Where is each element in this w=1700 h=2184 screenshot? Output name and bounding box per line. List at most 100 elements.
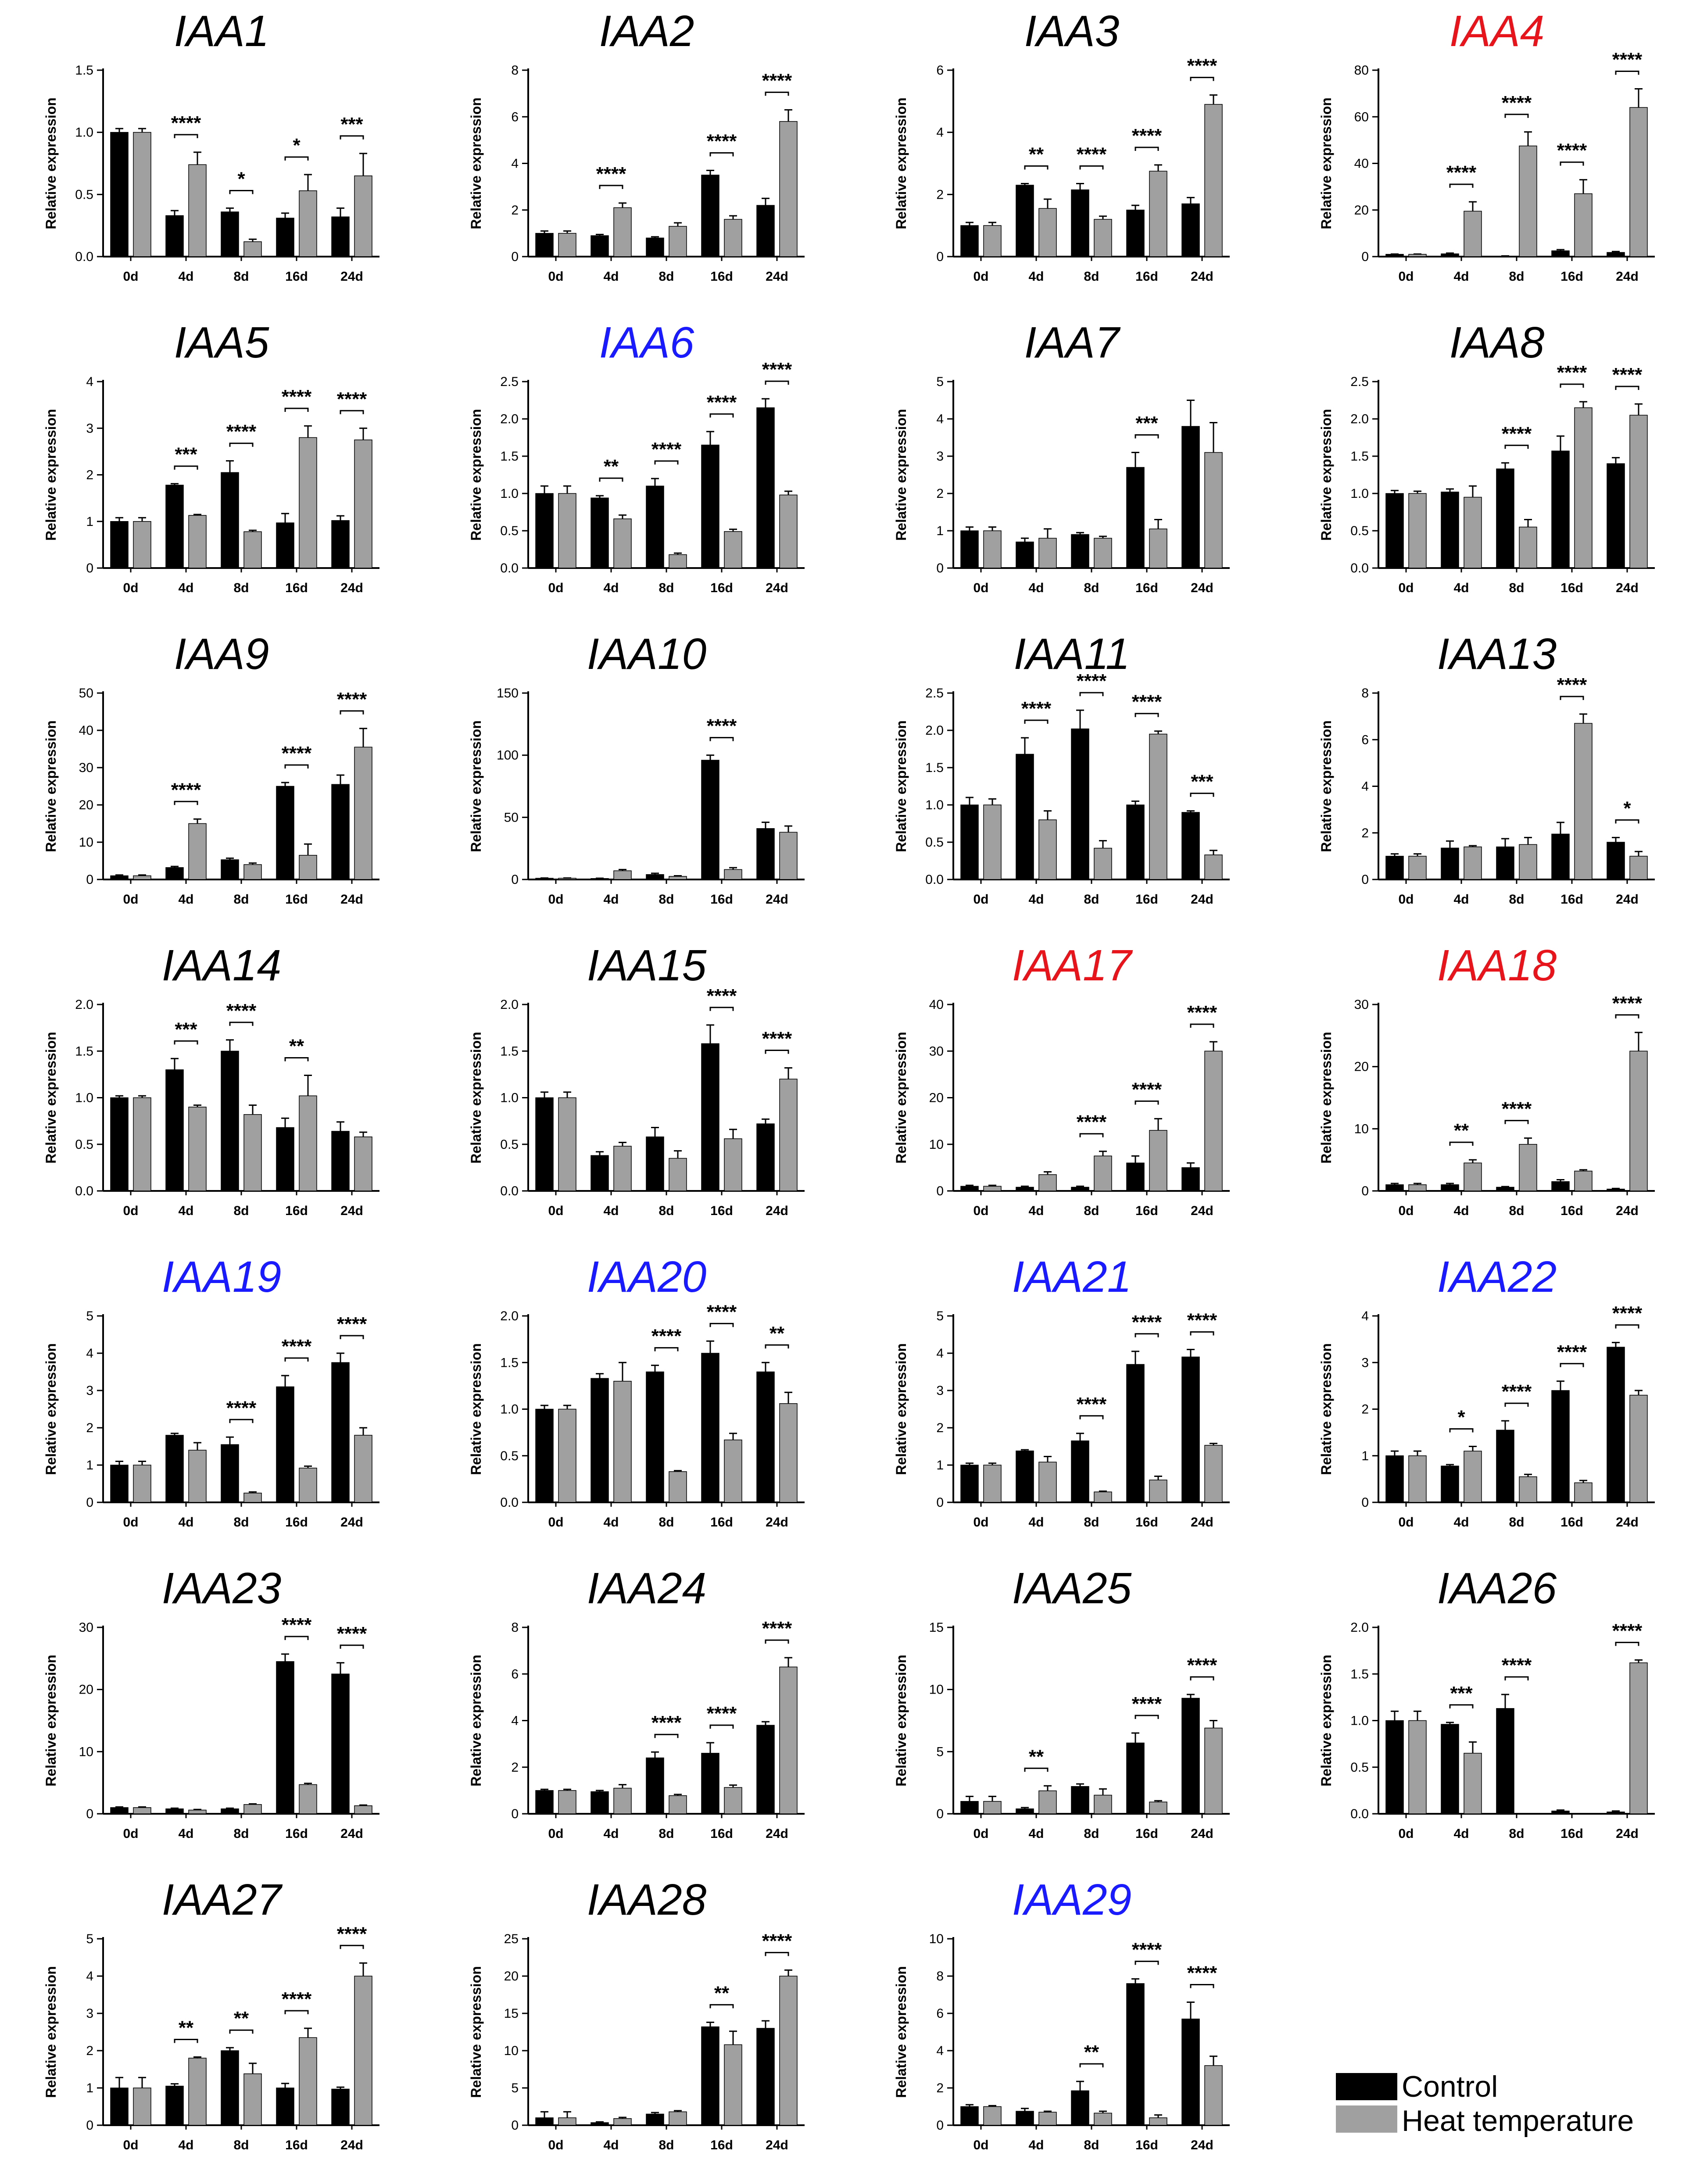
significance-bracket (1135, 434, 1159, 439)
bar-heat-8d (669, 1158, 687, 1191)
y-tick-label: 10 (1354, 1122, 1369, 1136)
x-tick-label: 4d (603, 269, 619, 284)
chart-title: IAA15 (587, 941, 707, 990)
significance-label: **** (762, 1930, 792, 1952)
significance-label: ** (1084, 2041, 1099, 2063)
chart-title: IAA5 (174, 318, 269, 367)
x-tick-label: 0d (1398, 1204, 1414, 1218)
significance-bracket (709, 1323, 734, 1327)
bar-control-4d (1441, 847, 1459, 880)
bar-heat-24d (1629, 856, 1648, 880)
significance-label: **** (1187, 1002, 1217, 1023)
x-tick-label: 8d (1084, 1827, 1099, 1841)
y-tick-label: 1.5 (925, 761, 944, 775)
significance-bracket (1135, 147, 1159, 151)
significance-label: **** (762, 1028, 792, 1050)
bar-control-16d (276, 218, 294, 257)
significance-label: **** (226, 1000, 257, 1022)
bar-control-0d (110, 875, 129, 880)
bar-control-16d (701, 175, 719, 257)
bar-control-4d (1441, 253, 1459, 257)
significance-bracket (1504, 444, 1529, 449)
bar-heat-4d (1038, 819, 1057, 880)
y-tick-label: 0 (86, 561, 93, 575)
x-tick-label: 24d (340, 2138, 363, 2152)
y-tick-label: 8 (936, 1969, 944, 1984)
bar-heat-4d (1464, 497, 1482, 568)
bar-control-4d (1016, 1808, 1034, 1814)
bar-heat-8d (1094, 1491, 1112, 1503)
y-tick-label: 1.5 (1350, 449, 1369, 464)
y-tick-label: 4 (936, 2044, 944, 2058)
y-tick-label: 20 (79, 798, 93, 812)
significance-bracket (284, 1357, 309, 1362)
bar-control-24d (1607, 1189, 1625, 1191)
bar-control-4d (1016, 1187, 1034, 1191)
significance-bracket (599, 477, 623, 482)
significance-label: **** (1077, 1394, 1107, 1415)
y-tick-label: 0 (86, 1495, 93, 1510)
bar-control-24d (1181, 426, 1200, 568)
bar-control-16d (701, 1043, 719, 1191)
significance-label: **** (1187, 1962, 1217, 1984)
x-tick-label: 16d (1560, 581, 1583, 595)
y-tick-label: 5 (936, 1309, 944, 1323)
x-tick-label: 0d (548, 269, 563, 284)
y-tick-label: 0 (936, 2118, 944, 2133)
bar-heat-24d (354, 440, 372, 568)
significance-label: **** (762, 1618, 792, 1639)
bar-heat-16d (1574, 1170, 1593, 1191)
y-tick-label: 2 (936, 1421, 944, 1435)
bar-heat-24d (1629, 1051, 1648, 1191)
significance-bracket (1504, 114, 1529, 118)
bar-heat-0d (983, 1465, 1002, 1503)
bar-heat-24d (1204, 1445, 1223, 1503)
significance-bracket (1135, 1333, 1159, 1337)
bar-heat-4d (1038, 2112, 1057, 2126)
y-tick-label: 5 (86, 1309, 93, 1323)
y-tick-label: 1.0 (500, 1091, 519, 1105)
bar-heat-0d (983, 1186, 1002, 1191)
bar-control-16d (1126, 804, 1145, 880)
y-tick-label: 3 (936, 449, 944, 464)
bar-heat-8d (1094, 219, 1112, 257)
x-tick-label: 16d (285, 2138, 308, 2152)
bar-control-4d (165, 1069, 184, 1191)
significance-label: **** (651, 1712, 682, 1734)
y-tick-label: 30 (929, 1044, 944, 1058)
significance-bracket (1615, 1324, 1639, 1329)
y-tick-label: 30 (79, 1620, 93, 1635)
x-tick-label: 24d (1616, 1827, 1639, 1841)
x-tick-label: 8d (233, 1827, 249, 1841)
y-tick-label: 80 (1354, 63, 1369, 78)
significance-bracket (1615, 1014, 1639, 1019)
significance-bracket (229, 1022, 254, 1026)
y-axis-label: Relative expression (468, 720, 484, 852)
bar-heat-24d (1204, 452, 1223, 568)
chart-panel-IAA26: IAA26 Relative expression 0.0 0.5 1.0 1.5 2.0 0… (1318, 1564, 1655, 1841)
significance-bracket (1615, 71, 1639, 75)
significance-label: **** (596, 163, 626, 185)
bar-heat-4d (1464, 1753, 1482, 1814)
bar-heat-8d (669, 2111, 687, 2126)
bar-control-16d (276, 522, 294, 568)
x-tick-label: 0d (973, 892, 988, 907)
significance-label: **** (1612, 1620, 1643, 1641)
significance-bracket (1190, 77, 1214, 81)
chart-panel-IAA25: IAA25 Relative expression 0 5 10 15 0d 4d 8d 16d 2… (893, 1564, 1230, 1841)
bar-heat-4d (1464, 846, 1482, 880)
x-tick-label: 0d (1398, 892, 1414, 907)
significance-bracket (709, 737, 734, 741)
x-tick-label: 0d (973, 269, 988, 284)
significance-bracket (709, 1724, 734, 1729)
significance-bracket (1449, 1704, 1474, 1709)
x-tick-label: 8d (1084, 581, 1099, 595)
significance-label: **** (1502, 1098, 1532, 1120)
y-tick-label: 10 (79, 1744, 93, 1759)
significance-bracket (1079, 165, 1104, 170)
chart-panel-IAA2: IAA2 Relative expression 0 2 4 6 8 0d 4d 8d 16d 24d… (468, 7, 805, 284)
significance-bracket (1504, 1120, 1529, 1124)
y-tick-label: 2.0 (1350, 412, 1369, 426)
bar-control-8d (221, 1051, 239, 1191)
significance-bracket (174, 801, 198, 805)
